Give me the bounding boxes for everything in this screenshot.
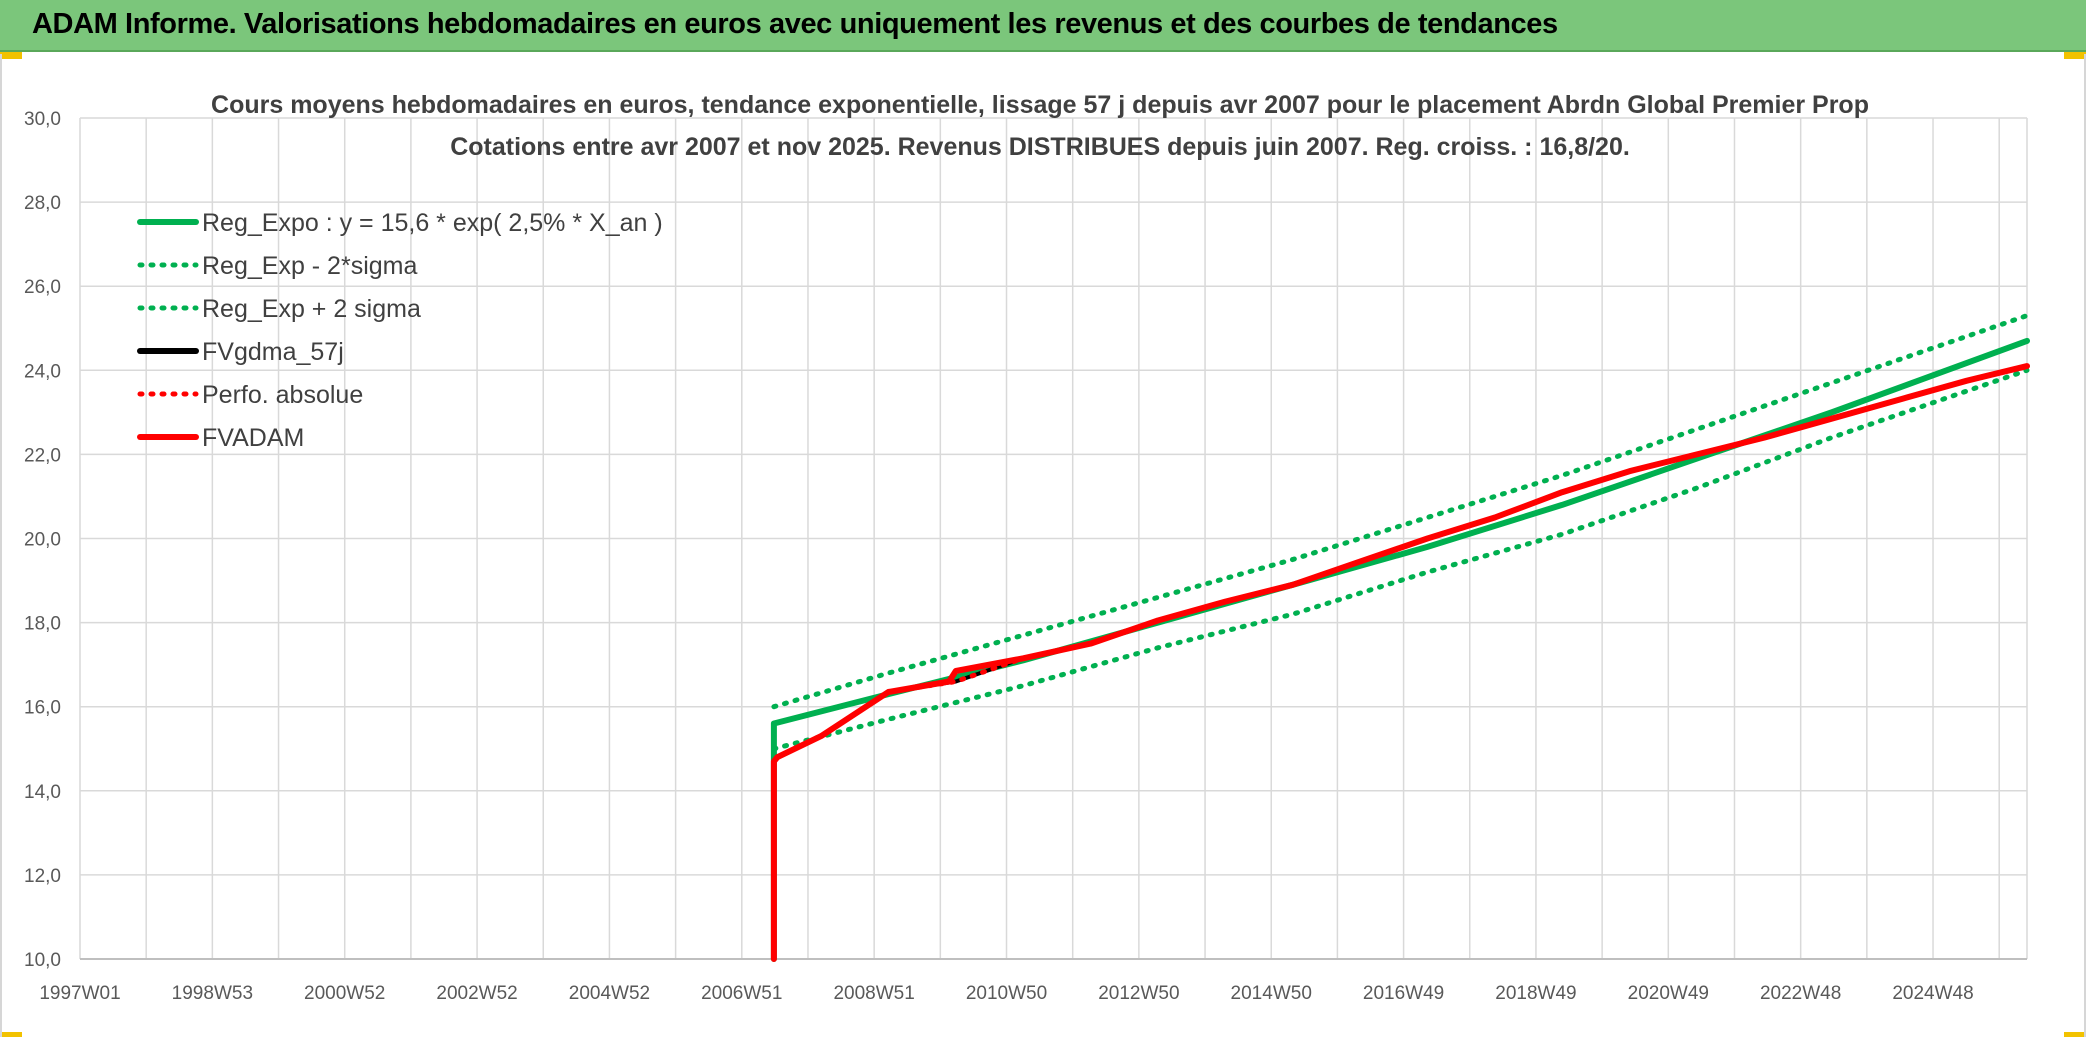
x-tick-label: 2016W49 [1363,983,1444,1004]
x-tick-label: 2022W48 [1760,983,1841,1004]
legend: Reg_Expo : y = 15,6 * exp( 2,5% * X_an )… [137,209,663,452]
x-tick-labels: 1997W01 1998W53 2000W52 2002W52 2004W52 2006W… [39,983,1973,1004]
series-line [770,363,2030,962]
y-tick-label: 18,0 [24,614,61,635]
x-tick-label: 2008W51 [833,983,914,1004]
y-tick-label: 30,0 [24,109,61,130]
y-tick-label: 10,0 [24,950,61,971]
y-tick-label: 12,0 [24,866,61,887]
y-tick-label: 20,0 [24,530,61,551]
header-bar: ADAM Informe. Valorisations hebdomadaire… [0,0,2086,52]
y-tick-labels: 10,0 12,0 14,0 16,0 18,0 20,0 22,0 24,0 26,0 28,0… [24,109,61,971]
grid-lines [79,117,2028,960]
series-line [771,313,2030,710]
x-tick-label: 2018W49 [1495,983,1576,1004]
corner-accent-bottom-right [2064,1032,2086,1037]
chart-frame [0,54,2086,1037]
legend-label: Reg_Exp + 2 sigma [202,295,421,323]
legend-label: FVgdma_57j [202,338,344,366]
x-tick-label: 2020W49 [1628,983,1709,1004]
legend-label: FVADAM [202,424,304,452]
legend-label: Reg_Expo : y = 15,6 * exp( 2,5% * X_an ) [202,209,663,237]
chart-subtitle: Cotations entre avr 2007 et nov 2025. Re… [450,133,1630,161]
x-tick-label: 2002W52 [436,983,517,1004]
y-tick-label: 16,0 [24,698,61,719]
y-tick-label: 26,0 [24,277,61,298]
report-title: ADAM Informe. Valorisations hebdomadaire… [32,8,1558,40]
series-line [771,363,2030,764]
y-tick-label: 24,0 [24,361,61,382]
x-tick-label: 2000W52 [304,983,385,1004]
corner-accent-top-right [2064,52,2086,59]
x-tick-label: 2006W51 [701,983,782,1004]
y-tick-label: 22,0 [24,445,61,466]
series-line [771,364,2029,764]
x-tick-label: 2012W50 [1098,983,1179,1004]
y-tick-label: 14,0 [24,782,61,803]
corner-accent-bottom-left [0,1032,22,1037]
x-tick-label: 2024W48 [1892,983,1973,1004]
legend-label: Reg_Exp - 2*sigma [202,252,417,280]
x-tick-label: 1998W53 [172,983,253,1004]
x-tick-label: 2014W50 [1231,983,1312,1004]
y-tick-label: 28,0 [24,193,61,214]
corner-accent-top-left [0,52,22,59]
x-tick-label: 2004W52 [569,983,650,1004]
series-line [771,367,2030,752]
legend-label: Perfo. absolue [202,381,363,409]
chart-title: Cours moyens hebdomadaires en euros, ten… [211,91,1869,119]
series-lines [770,313,2030,962]
x-tick-label: 1997W01 [39,983,120,1004]
x-tick-label: 2010W50 [966,983,1047,1004]
